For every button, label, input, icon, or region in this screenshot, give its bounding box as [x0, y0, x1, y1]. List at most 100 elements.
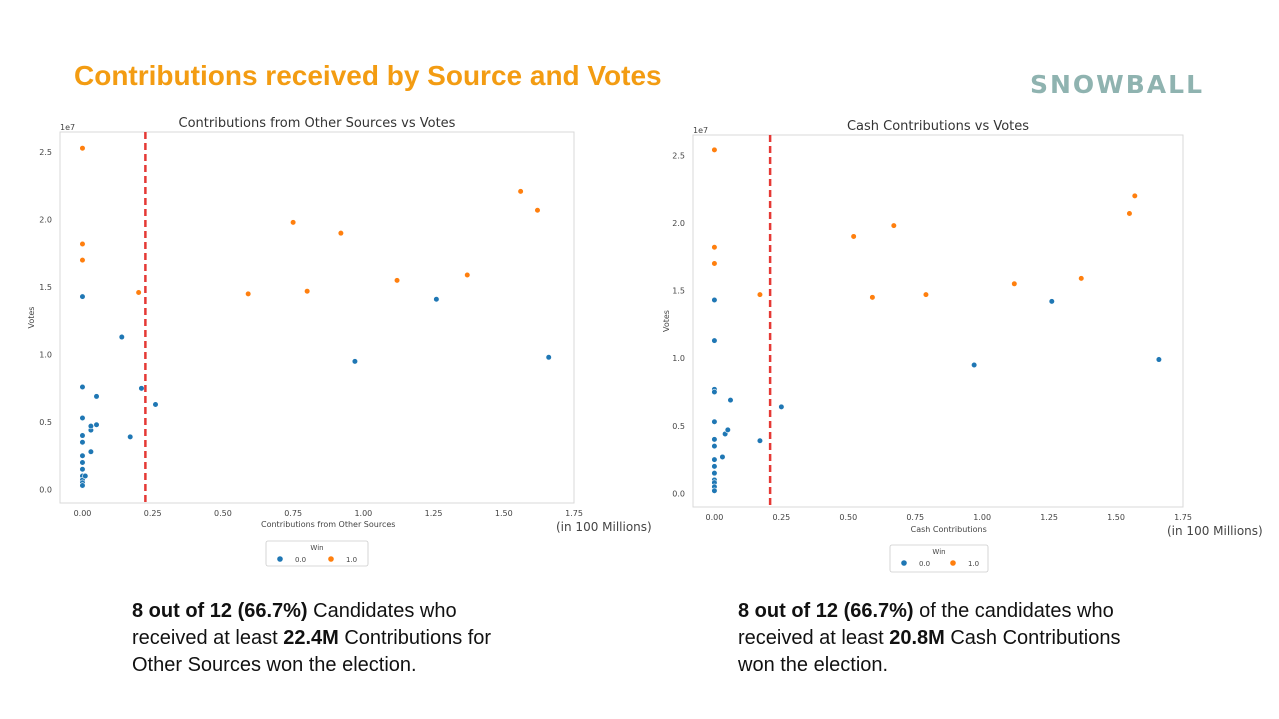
data-point-win-0-0 — [118, 333, 125, 341]
caption-right-text-2: Cash Contributions won the election. — [738, 627, 1121, 676]
chart-1: Contributions from Other Sources vs Vote… — [27, 116, 583, 567]
y-tick-label: 1.0 — [672, 354, 685, 363]
legend-label: 1.0 — [968, 560, 979, 568]
data-point-win-1-0 — [290, 219, 297, 226]
legend-marker — [277, 556, 283, 562]
legend-title: Win — [310, 544, 323, 552]
snowball-logo: SNOWBALL — [1030, 70, 1205, 99]
caption-left-stat: 8 out of 12 (66.7%) — [132, 600, 308, 622]
data-point-win-1-0 — [756, 291, 764, 298]
legend-box — [265, 540, 369, 567]
x-tick-label: 0.50 — [839, 513, 857, 522]
y-tick-label: 1.5 — [672, 287, 685, 296]
data-point-win-1-0 — [304, 288, 311, 295]
data-point-win-1-0 — [922, 291, 930, 298]
x-tick-label: 1.25 — [1040, 513, 1058, 522]
data-point-win-0-0 — [433, 296, 440, 303]
data-point-win-1-0 — [135, 289, 142, 296]
caption-left-text-1: Candidates who received at least — [132, 600, 457, 649]
y-axis-label: Votes — [27, 307, 36, 329]
data-point-win-0-0 — [711, 436, 718, 443]
x-tick-label: 1.25 — [425, 509, 443, 518]
caption-right: 8 out of 12 (66.7%) of the candidates wh… — [738, 598, 1128, 679]
data-point-win-0-0 — [971, 361, 978, 369]
x-axis-label: Cash Contributions — [911, 525, 987, 534]
data-point-win-0-0 — [711, 487, 718, 494]
data-point-win-0-0 — [79, 383, 86, 391]
x-tick-label: 1.00 — [354, 509, 372, 518]
data-point-win-0-0 — [79, 293, 86, 300]
x-tick-label: 0.75 — [906, 513, 924, 522]
x-tick-label: 1.75 — [565, 509, 583, 518]
data-point-win-0-0 — [719, 453, 726, 461]
x-tick-label: 1.75 — [1174, 513, 1192, 522]
data-point-win-1-0 — [850, 233, 857, 240]
data-point-win-0-0 — [79, 439, 86, 446]
data-point-win-1-0 — [79, 257, 86, 264]
data-point-win-0-0 — [127, 433, 134, 440]
x-tick-label: 1.50 — [1107, 513, 1125, 522]
x-tick-label: 0.50 — [214, 509, 232, 518]
legend-marker — [328, 556, 334, 562]
x-tick-label: 1.00 — [973, 513, 991, 522]
data-point-win-0-0 — [724, 426, 731, 433]
y-tick-label: 0.5 — [672, 422, 685, 431]
data-point-win-0-0 — [1155, 356, 1163, 363]
caption-right-stat: 8 out of 12 (66.7%) — [738, 600, 914, 622]
data-point-win-1-0 — [1131, 192, 1138, 199]
data-point-win-1-0 — [517, 188, 524, 195]
y-tick-label: 0.0 — [39, 486, 52, 495]
y-tick-label: 1.0 — [39, 351, 52, 360]
chart-title: Contributions from Other Sources vs Vote… — [179, 116, 456, 131]
data-point-win-0-0 — [93, 421, 100, 428]
y-tick-label: 2.0 — [39, 216, 52, 225]
x-axis-label: Contributions from Other Sources — [261, 520, 395, 529]
data-point-win-1-0 — [1126, 210, 1133, 217]
y-tick-label: 1.5 — [39, 283, 52, 292]
plot-area — [692, 134, 1184, 508]
data-point-win-0-0 — [82, 472, 89, 480]
data-point-win-0-0 — [79, 452, 86, 459]
legend: Win 0.0 1.0 — [265, 540, 369, 567]
data-point-win-1-0 — [534, 207, 541, 214]
data-point-win-0-0 — [711, 456, 718, 463]
data-point-win-0-0 — [711, 337, 718, 344]
data-point-win-0-0 — [152, 401, 159, 408]
legend-label: 0.0 — [919, 560, 930, 568]
legend-label: 0.0 — [295, 556, 306, 564]
x-tick-label: 0.00 — [706, 513, 724, 522]
y-tick-label: 2.5 — [672, 151, 685, 160]
data-point-win-1-0 — [1011, 280, 1018, 287]
data-point-win-0-0 — [545, 354, 552, 361]
data-point-win-0-0 — [138, 385, 145, 392]
legend-box — [889, 544, 989, 573]
data-point-win-0-0 — [711, 388, 718, 396]
data-point-win-0-0 — [351, 358, 359, 365]
data-point-win-0-0 — [87, 423, 94, 430]
y-tick-label: 2.0 — [672, 219, 685, 228]
data-point-win-1-0 — [79, 240, 86, 248]
y-tick-label: 0.5 — [39, 418, 52, 427]
page-title: Contributions received by Source and Vot… — [74, 60, 662, 91]
data-point-win-0-0 — [79, 482, 86, 489]
data-point-win-1-0 — [337, 230, 344, 237]
plot-area — [59, 131, 575, 504]
y-tick-label: 0.0 — [672, 489, 685, 498]
data-point-win-0-0 — [778, 403, 785, 410]
data-point-win-1-0 — [393, 277, 401, 284]
data-point-win-0-0 — [93, 393, 100, 400]
x-tick-label: 1.50 — [495, 509, 513, 518]
caption-right-amount: 20.8M — [889, 627, 945, 649]
caption-left-text-2: Contributions for Other Sources won the … — [132, 627, 492, 676]
legend-label: 1.0 — [346, 556, 357, 564]
data-point-win-1-0 — [79, 145, 86, 152]
y-axis-label: Votes — [662, 310, 671, 332]
caption-left-amount: 22.4M — [283, 627, 339, 649]
data-point-win-0-0 — [756, 437, 764, 444]
caption-right-text-1: of the candidates who received at least — [738, 600, 1114, 649]
chart-2: Cash Contributions vs Votes 1e7 Votes Cash … — [662, 119, 1192, 573]
unit-note-right: (in 100 Millions) — [1167, 524, 1263, 538]
x-tick-label: 0.75 — [284, 509, 302, 518]
data-point-win-0-0 — [79, 414, 86, 422]
